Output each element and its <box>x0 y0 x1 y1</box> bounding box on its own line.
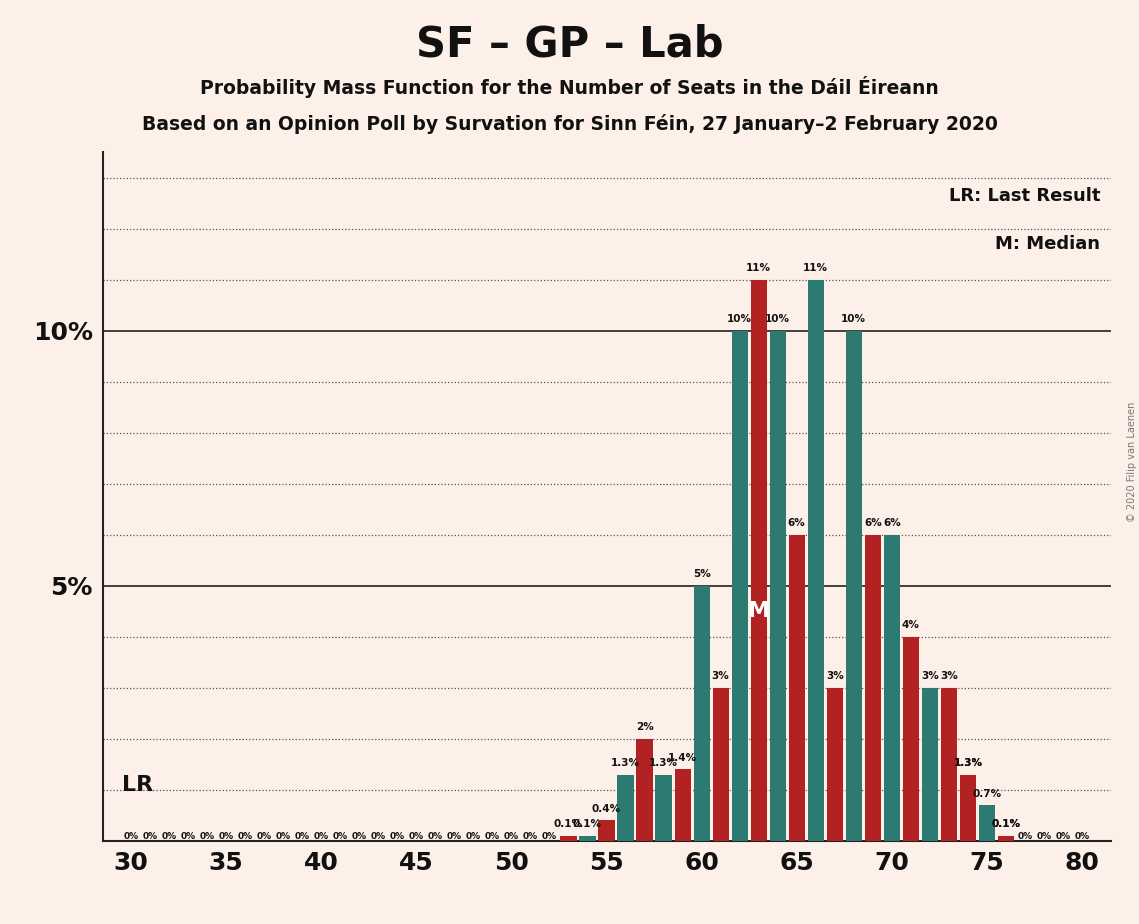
Bar <box>788 535 805 841</box>
Text: 10%: 10% <box>765 314 790 324</box>
Text: 0.7%: 0.7% <box>973 788 1001 798</box>
Text: 3%: 3% <box>826 671 844 681</box>
Text: 0.1%: 0.1% <box>991 819 1021 829</box>
Text: LR: LR <box>122 774 153 795</box>
Bar <box>845 331 862 841</box>
Bar <box>694 586 710 841</box>
Text: 0%: 0% <box>238 832 253 841</box>
Bar <box>941 687 957 841</box>
Text: 0%: 0% <box>523 832 538 841</box>
Text: 0%: 0% <box>333 832 347 841</box>
Bar <box>560 835 576 841</box>
Text: 1.3%: 1.3% <box>953 758 982 768</box>
Text: 0.1%: 0.1% <box>573 819 603 829</box>
Text: 1.3%: 1.3% <box>649 758 678 768</box>
Bar <box>884 535 900 841</box>
Text: 0%: 0% <box>370 832 386 841</box>
Text: 0%: 0% <box>503 832 519 841</box>
Bar <box>713 687 729 841</box>
Bar <box>655 774 672 841</box>
Bar <box>921 687 937 841</box>
Text: 0%: 0% <box>313 832 329 841</box>
Text: 0%: 0% <box>295 832 310 841</box>
Text: 4%: 4% <box>902 620 920 630</box>
Text: 0%: 0% <box>428 832 443 841</box>
Text: Based on an Opinion Poll by Survation for Sinn Féin, 27 January–2 February 2020: Based on an Opinion Poll by Survation fo… <box>141 114 998 134</box>
Text: 11%: 11% <box>803 263 828 274</box>
Text: 1.4%: 1.4% <box>669 753 697 763</box>
Text: 0%: 0% <box>446 832 462 841</box>
Text: 6%: 6% <box>788 518 805 529</box>
Text: 0%: 0% <box>542 832 557 841</box>
Text: © 2020 Filip van Laenen: © 2020 Filip van Laenen <box>1126 402 1137 522</box>
Text: 0%: 0% <box>485 832 500 841</box>
Text: 0%: 0% <box>1017 832 1032 841</box>
Text: 0%: 0% <box>1074 832 1090 841</box>
Text: 0%: 0% <box>1036 832 1051 841</box>
Text: Probability Mass Function for the Number of Seats in the Dáil Éireann: Probability Mass Function for the Number… <box>200 76 939 98</box>
Bar <box>960 774 976 841</box>
Text: 6%: 6% <box>863 518 882 529</box>
Text: 0%: 0% <box>276 832 290 841</box>
Bar <box>731 331 747 841</box>
Text: 3%: 3% <box>940 671 958 681</box>
Text: 0%: 0% <box>181 832 196 841</box>
Text: 0.4%: 0.4% <box>592 804 621 814</box>
Text: 11%: 11% <box>746 263 771 274</box>
Bar <box>808 280 823 841</box>
Text: 0%: 0% <box>1056 832 1071 841</box>
Text: 0%: 0% <box>256 832 272 841</box>
Text: 0.1%: 0.1% <box>554 819 583 829</box>
Bar <box>903 637 919 841</box>
Bar <box>617 774 633 841</box>
Text: 0%: 0% <box>199 832 214 841</box>
Bar <box>598 821 615 841</box>
Bar <box>637 739 653 841</box>
Text: 5%: 5% <box>693 569 711 579</box>
Text: 1.3%: 1.3% <box>611 758 640 768</box>
Text: 0%: 0% <box>390 832 404 841</box>
Text: 0%: 0% <box>219 832 233 841</box>
Text: 6%: 6% <box>883 518 901 529</box>
Bar <box>580 835 596 841</box>
Bar <box>978 805 995 841</box>
Text: 3%: 3% <box>921 671 939 681</box>
Text: M: Median: M: Median <box>995 235 1100 253</box>
Text: 0%: 0% <box>162 832 177 841</box>
Bar <box>770 331 786 841</box>
Bar <box>865 535 880 841</box>
Text: M: M <box>747 602 770 621</box>
Text: 10%: 10% <box>727 314 752 324</box>
Bar <box>960 774 976 841</box>
Bar <box>998 835 1014 841</box>
Bar <box>998 835 1014 841</box>
Text: LR: Last Result: LR: Last Result <box>949 187 1100 205</box>
Text: 10%: 10% <box>842 314 867 324</box>
Bar <box>751 280 767 841</box>
Text: 2%: 2% <box>636 723 654 732</box>
Text: 0%: 0% <box>466 832 481 841</box>
Bar <box>674 770 690 841</box>
Text: 0%: 0% <box>142 832 157 841</box>
Text: 0%: 0% <box>409 832 424 841</box>
Text: SF – GP – Lab: SF – GP – Lab <box>416 23 723 65</box>
Text: 0%: 0% <box>352 832 367 841</box>
Text: 0%: 0% <box>123 832 139 841</box>
Text: 3%: 3% <box>712 671 729 681</box>
Text: 1.3%: 1.3% <box>953 758 982 768</box>
Text: 0.1%: 0.1% <box>991 819 1021 829</box>
Bar <box>827 687 843 841</box>
